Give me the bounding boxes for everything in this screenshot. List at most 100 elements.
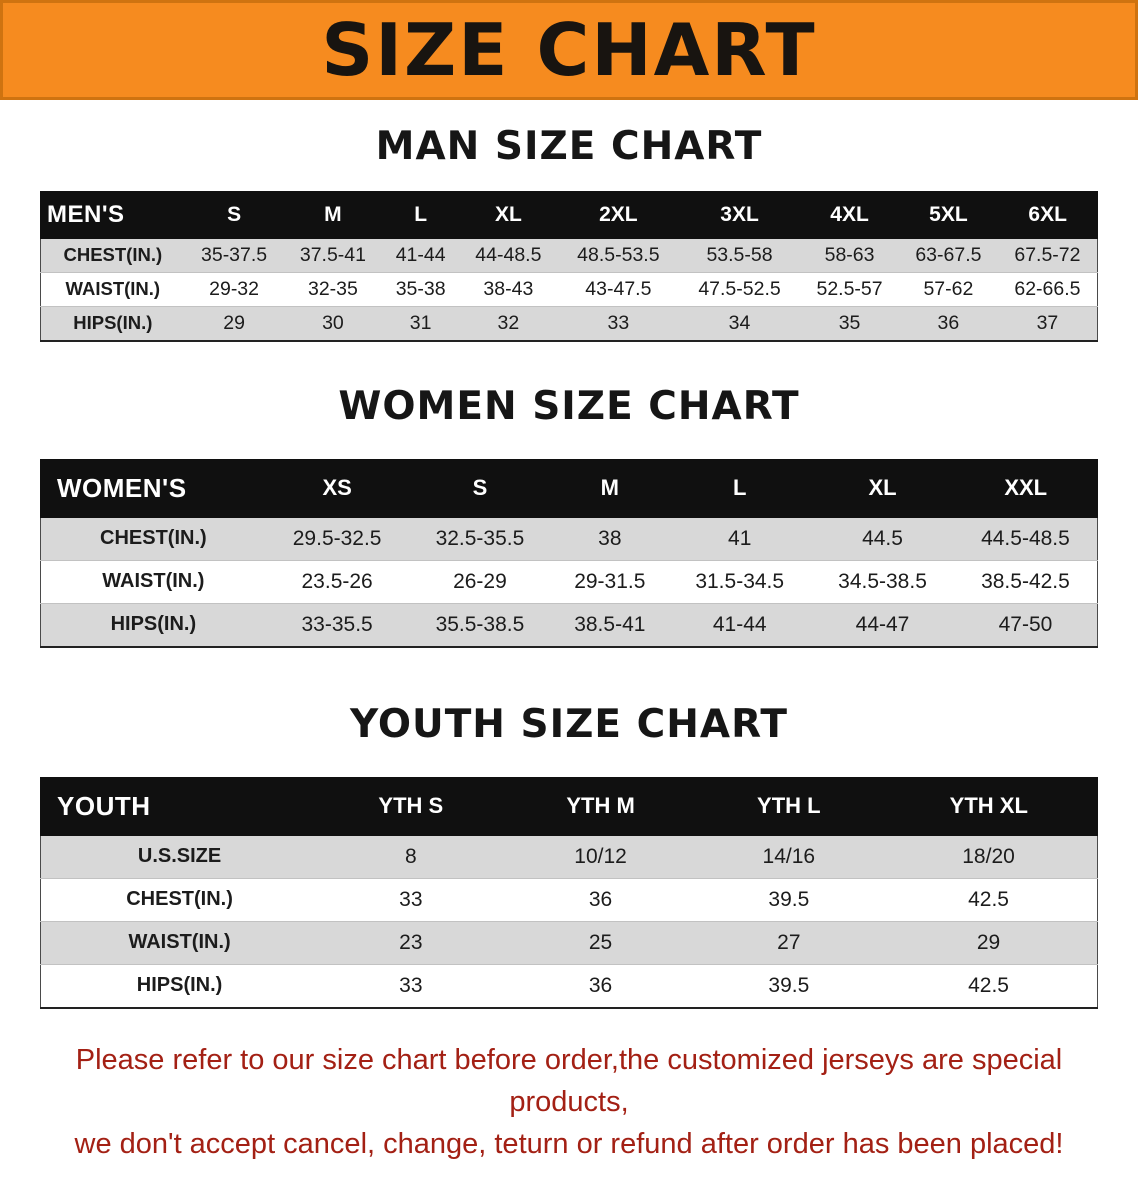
size-header-cell: YTH XL bbox=[879, 776, 1099, 836]
section-heading-youth: YOUTH SIZE CHART bbox=[350, 701, 788, 747]
value-cell: 43-47.5 bbox=[557, 271, 679, 307]
notice-line-2: we don't accept cancel, change, teturn o… bbox=[74, 1127, 1064, 1160]
value-cell: 31 bbox=[382, 305, 459, 341]
value-cell: 35 bbox=[800, 305, 899, 341]
footer-notice: Please refer to our size chart before or… bbox=[24, 1039, 1114, 1165]
value-cell: 37 bbox=[997, 305, 1098, 341]
table-row: WAIST(IN.) 23.5-26 26-29 29-31.5 31.5-34.5 34… bbox=[40, 559, 1098, 604]
value-cell: 44.5 bbox=[811, 516, 954, 561]
size-header-cell: S bbox=[184, 190, 284, 239]
size-header-cell: XS bbox=[265, 458, 410, 518]
value-cell: 29 bbox=[184, 305, 284, 341]
value-cell: 10/12 bbox=[503, 834, 698, 879]
size-header-cell: YTH M bbox=[503, 776, 699, 836]
value-cell: 57-62 bbox=[898, 271, 998, 307]
size-header-cell: L bbox=[667, 458, 812, 518]
size-header-cell: M bbox=[283, 190, 383, 239]
size-header-cell: YTH S bbox=[317, 776, 505, 836]
mens-size-table: MEN'S S M L XL 2XL 3XL 4XL 5XL 6XL CHEST(IN.) 35-37… bbox=[39, 190, 1098, 342]
table-row: CHEST(IN.) 35-37.5 37.5-41 41-44 44-48.5 48.5… bbox=[40, 237, 1098, 273]
value-cell: 41 bbox=[668, 516, 812, 561]
table-title-cell: WOMEN'S bbox=[39, 458, 267, 518]
value-cell: 33 bbox=[318, 963, 504, 1008]
size-header-cell: 4XL bbox=[799, 190, 900, 239]
value-cell: 41-44 bbox=[382, 237, 459, 273]
table-row: WAIST(IN.) 29-32 32-35 35-38 38-43 43-47.5 47.… bbox=[40, 271, 1098, 307]
size-header-cell: XL bbox=[810, 458, 955, 518]
value-cell: 34 bbox=[678, 305, 801, 341]
value-cell: 63-67.5 bbox=[898, 237, 998, 273]
size-header-cell: YTH L bbox=[697, 776, 881, 836]
value-cell: 31.5-34.5 bbox=[668, 559, 812, 604]
value-cell: 23 bbox=[318, 920, 504, 965]
section-youth: YOUTH SIZE CHART YOUTH YTH S YTH M YTH L YTH… bbox=[0, 701, 1138, 1009]
size-header-cell: 5XL bbox=[898, 190, 999, 239]
value-cell: 32.5-35.5 bbox=[408, 516, 552, 561]
value-cell: 14/16 bbox=[697, 834, 881, 879]
value-cell: 38.5-41 bbox=[551, 602, 669, 647]
value-cell: 35-37.5 bbox=[184, 237, 284, 273]
table-row: HIPS(IN.) 33 36 39.5 42.5 bbox=[40, 963, 1098, 1008]
value-cell: 33 bbox=[318, 877, 504, 922]
value-cell: 26-29 bbox=[408, 559, 552, 604]
size-header-cell: 3XL bbox=[678, 190, 801, 239]
value-cell: 48.5-53.5 bbox=[557, 237, 679, 273]
value-cell: 52.5-57 bbox=[800, 271, 899, 307]
womens-size-table: WOMEN'S XS S M L XL XXL CHEST(IN.) 29.5-32.5 32.5… bbox=[39, 458, 1098, 648]
table-row: CHEST(IN.) 33 36 39.5 42.5 bbox=[40, 877, 1098, 922]
value-cell: 33-35.5 bbox=[265, 602, 409, 647]
table-header-row: WOMEN'S XS S M L XL XXL bbox=[39, 458, 1098, 518]
row-label-cell: HIPS(IN.) bbox=[40, 305, 185, 341]
value-cell: 32 bbox=[458, 305, 558, 341]
size-header-cell: 2XL bbox=[557, 190, 680, 239]
value-cell: 42.5 bbox=[880, 963, 1098, 1008]
value-cell: 47.5-52.5 bbox=[678, 271, 801, 307]
value-cell: 38.5-42.5 bbox=[953, 559, 1098, 604]
value-cell: 37.5-41 bbox=[283, 237, 383, 273]
value-cell: 39.5 bbox=[697, 963, 881, 1008]
row-label-cell: CHEST(IN.) bbox=[40, 516, 266, 561]
row-label-cell: CHEST(IN.) bbox=[40, 877, 319, 922]
value-cell: 44-48.5 bbox=[458, 237, 558, 273]
value-cell: 36 bbox=[503, 963, 698, 1008]
size-header-cell: M bbox=[550, 458, 669, 518]
section-heading-women: WOMEN SIZE CHART bbox=[338, 383, 800, 429]
value-cell: 38 bbox=[551, 516, 669, 561]
value-cell: 53.5-58 bbox=[678, 237, 801, 273]
size-header-cell: XL bbox=[458, 190, 559, 239]
value-cell: 35-38 bbox=[382, 271, 459, 307]
value-cell: 36 bbox=[503, 877, 698, 922]
table-title-cell: MEN'S bbox=[39, 190, 186, 239]
row-label-cell: WAIST(IN.) bbox=[40, 920, 319, 965]
table-header-row: YOUTH YTH S YTH M YTH L YTH XL bbox=[40, 776, 1099, 836]
value-cell: 33 bbox=[557, 305, 679, 341]
row-label-cell: WAIST(IN.) bbox=[40, 271, 185, 307]
value-cell: 29-32 bbox=[184, 271, 284, 307]
value-cell: 42.5 bbox=[880, 877, 1098, 922]
value-cell: 34.5-38.5 bbox=[811, 559, 954, 604]
table-row: CHEST(IN.) 29.5-32.5 32.5-35.5 38 41 44.5 44.5… bbox=[40, 516, 1098, 561]
section-women: WOMEN SIZE CHART WOMEN'S XS S M L XL XXL CHEST(… bbox=[0, 383, 1138, 648]
table-header-row: MEN'S S M L XL 2XL 3XL 4XL 5XL 6XL bbox=[39, 190, 1098, 239]
value-cell: 27 bbox=[697, 920, 881, 965]
value-cell: 30 bbox=[283, 305, 383, 341]
banner-title: SIZE CHART bbox=[321, 8, 817, 92]
row-label-cell: U.S.SIZE bbox=[40, 834, 319, 879]
size-header-cell: S bbox=[408, 458, 552, 518]
value-cell: 35.5-38.5 bbox=[408, 602, 552, 647]
size-header-cell: XXL bbox=[953, 458, 1098, 518]
value-cell: 29-31.5 bbox=[551, 559, 669, 604]
size-header-cell: L bbox=[381, 190, 460, 239]
value-cell: 62-66.5 bbox=[997, 271, 1098, 307]
value-cell: 36 bbox=[898, 305, 998, 341]
size-chart-banner: SIZE CHART bbox=[0, 0, 1138, 100]
table-row: WAIST(IN.) 23 25 27 29 bbox=[40, 920, 1098, 965]
value-cell: 29.5-32.5 bbox=[265, 516, 409, 561]
section-heading-men: MAN SIZE CHART bbox=[375, 124, 763, 169]
value-cell: 39.5 bbox=[697, 877, 881, 922]
value-cell: 18/20 bbox=[880, 834, 1098, 879]
row-label-cell: WAIST(IN.) bbox=[40, 559, 266, 604]
value-cell: 23.5-26 bbox=[265, 559, 409, 604]
table-row: HIPS(IN.) 29 30 31 32 33 34 35 36 37 bbox=[40, 305, 1098, 341]
value-cell: 44.5-48.5 bbox=[953, 516, 1098, 561]
